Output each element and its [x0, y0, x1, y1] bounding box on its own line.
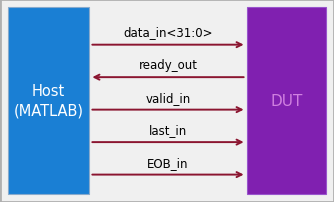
Text: last_in: last_in [149, 124, 187, 137]
FancyBboxPatch shape [247, 8, 326, 194]
FancyBboxPatch shape [8, 8, 89, 194]
Text: valid_in: valid_in [145, 92, 191, 104]
Text: EOB_in: EOB_in [147, 156, 189, 169]
Text: data_in<31:0>: data_in<31:0> [123, 26, 213, 39]
Text: DUT: DUT [270, 94, 303, 108]
Text: Host
(MATLAB): Host (MATLAB) [13, 84, 84, 118]
Text: ready_out: ready_out [139, 59, 197, 72]
